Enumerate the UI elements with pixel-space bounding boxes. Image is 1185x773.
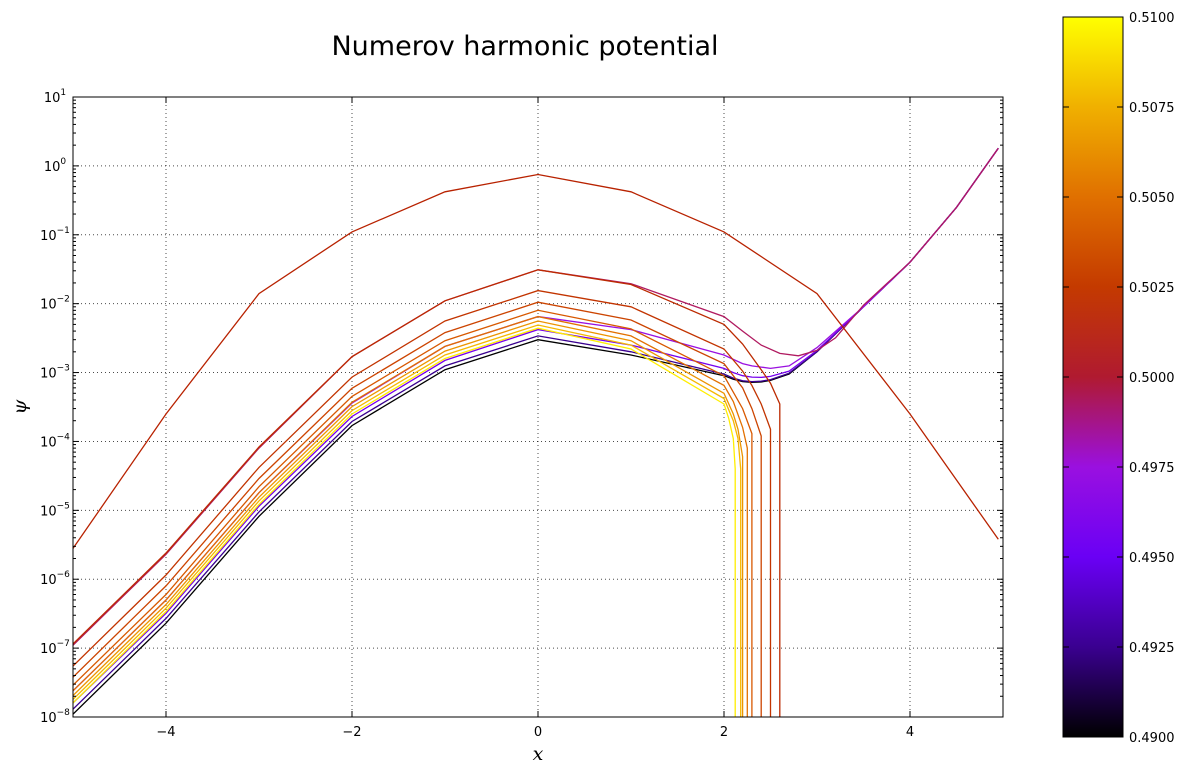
y-tick-label: 10−5 [40, 501, 70, 519]
y-axis-ticks: 10−8 10−7 10−6 10−5 10−4 10−3 10−2 10−1 100 101 [40, 88, 1003, 726]
chart-title: Numerov harmonic potential [331, 31, 718, 62]
colorbar-tick-label: 0.4925 [1129, 641, 1175, 656]
colorbar-tick-label: 0.4950 [1129, 551, 1175, 566]
y-tick-label: 10−1 [40, 226, 70, 244]
series-line [73, 147, 999, 704]
y-tick-label: 10−3 [40, 364, 70, 382]
grid [73, 97, 1003, 717]
colorbar-tick-label: 0.5025 [1129, 281, 1175, 296]
colorbar-tick-label: 0.5000 [1129, 371, 1175, 386]
y-tick-label: 10−8 [40, 708, 70, 726]
colorbar-tick-label: 0.5075 [1129, 101, 1175, 116]
series-line [73, 301, 762, 717]
y-axis-label: ψ [9, 398, 31, 414]
series-line [73, 327, 736, 717]
colorbar [1062, 16, 1124, 738]
y-tick-label: 101 [44, 88, 66, 106]
x-axis-label: x [533, 743, 544, 765]
x-axis-ticks: −4 −2 0 2 4 [156, 97, 914, 740]
colorbar-tick-label: 0.5100 [1129, 11, 1175, 26]
x-tick-label: −4 [156, 725, 175, 740]
y-tick-label: 10−2 [40, 295, 70, 313]
series-line [73, 173, 999, 549]
x-tick-label: 2 [720, 725, 728, 740]
y-tick-label: 10−7 [40, 639, 70, 657]
colorbar-ticks: 0.4900 0.4925 0.4950 0.4975 0.5000 0.5025 0.50… [1063, 11, 1175, 746]
series-line [73, 147, 999, 715]
series-line [73, 324, 742, 717]
series-line [73, 289, 772, 717]
y-tick-label: 10−4 [40, 432, 70, 450]
series-line [73, 147, 999, 710]
series-line [73, 320, 744, 717]
colorbar-tick-label: 0.4900 [1129, 731, 1175, 746]
x-tick-label: 4 [906, 725, 914, 740]
x-tick-label: 0 [534, 725, 542, 740]
colorbar-tick-label: 0.4975 [1129, 461, 1175, 476]
x-tick-label: −2 [342, 725, 361, 740]
series-lines [73, 147, 999, 717]
y-tick-label: 10−6 [40, 570, 70, 588]
series-line [73, 309, 753, 717]
series-line [73, 269, 781, 717]
colorbar-tick-label: 0.5050 [1129, 191, 1175, 206]
series-line [73, 147, 999, 692]
series-line [73, 315, 748, 717]
y-tick-label: 100 [44, 157, 67, 175]
